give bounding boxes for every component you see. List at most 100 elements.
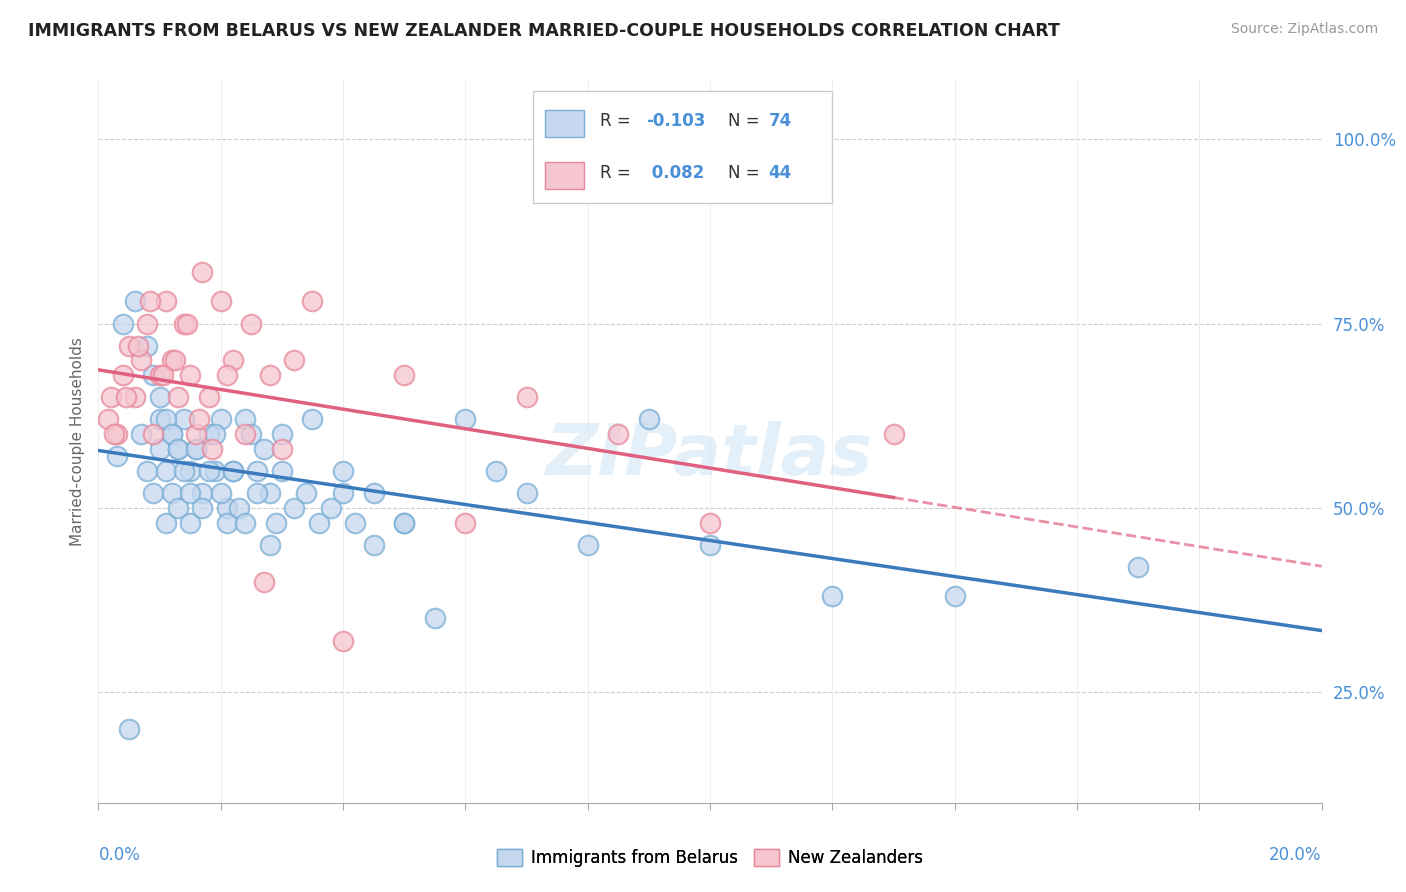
Point <box>197 390 219 404</box>
Point <box>155 516 177 530</box>
Point <box>179 516 201 530</box>
Point <box>118 722 141 736</box>
Text: 0.0%: 0.0% <box>98 847 141 864</box>
Point <box>191 500 214 515</box>
Point <box>252 574 274 589</box>
Point <box>454 516 477 530</box>
Point <box>1128 560 1150 574</box>
Point <box>124 390 146 404</box>
Point <box>485 464 508 478</box>
Point <box>127 339 149 353</box>
Point <box>332 633 354 648</box>
Point <box>167 500 190 515</box>
Point <box>454 412 477 426</box>
Point <box>943 590 966 604</box>
Point <box>186 442 208 456</box>
Point <box>142 427 165 442</box>
Point <box>176 317 198 331</box>
Point <box>283 353 305 368</box>
Point <box>607 427 630 442</box>
Point <box>149 390 172 404</box>
Point <box>160 353 183 368</box>
Point <box>240 317 263 331</box>
Point <box>111 368 134 383</box>
Point <box>136 464 159 478</box>
Point <box>295 486 318 500</box>
Point <box>308 516 330 530</box>
Point <box>363 486 385 500</box>
Point <box>332 486 354 500</box>
Point <box>246 464 269 478</box>
Y-axis label: Married-couple Households: Married-couple Households <box>69 337 84 546</box>
Point <box>233 412 256 426</box>
Point <box>188 412 211 426</box>
Point <box>167 442 190 456</box>
Point <box>173 412 195 426</box>
Point <box>233 516 256 530</box>
Point <box>259 486 281 500</box>
Point <box>129 353 152 368</box>
Point <box>160 427 183 442</box>
Text: 0.082: 0.082 <box>647 164 704 183</box>
Point <box>240 427 263 442</box>
Point <box>136 317 159 331</box>
Text: ZIPatlas: ZIPatlas <box>547 422 873 491</box>
Point <box>97 412 120 426</box>
Point <box>160 486 183 500</box>
Point <box>118 339 141 353</box>
Point <box>423 611 446 625</box>
Point <box>516 390 538 404</box>
Text: R =: R = <box>600 164 636 183</box>
Point <box>155 294 177 309</box>
Text: 44: 44 <box>769 164 792 183</box>
Text: N =: N = <box>728 112 765 130</box>
Point <box>167 390 190 404</box>
Point <box>209 294 232 309</box>
Point <box>204 427 226 442</box>
Point <box>204 464 226 478</box>
Point <box>173 464 195 478</box>
Point <box>233 427 256 442</box>
Point <box>103 427 125 442</box>
Text: N =: N = <box>728 164 765 183</box>
Point <box>100 390 122 404</box>
Point <box>136 339 159 353</box>
Point <box>259 538 281 552</box>
Point <box>142 486 165 500</box>
Point <box>363 538 385 552</box>
Point <box>215 516 238 530</box>
Point <box>149 412 172 426</box>
Point <box>270 442 292 456</box>
Point <box>246 486 269 500</box>
Point <box>186 427 208 442</box>
Text: R =: R = <box>600 112 636 130</box>
Point <box>252 442 274 456</box>
Point <box>576 538 599 552</box>
Point <box>124 294 146 309</box>
Point <box>155 464 177 478</box>
Point <box>179 486 201 500</box>
Point <box>699 538 721 552</box>
Point <box>215 500 238 515</box>
Point <box>149 368 172 383</box>
Text: -0.103: -0.103 <box>647 112 706 130</box>
Point <box>332 464 354 478</box>
Point <box>186 442 208 456</box>
Text: 20.0%: 20.0% <box>1270 847 1322 864</box>
FancyBboxPatch shape <box>533 91 832 203</box>
Point <box>191 265 214 279</box>
Point <box>222 464 245 478</box>
Point <box>129 427 152 442</box>
Point <box>883 427 905 442</box>
Legend: Immigrants from Belarus, New Zealanders: Immigrants from Belarus, New Zealanders <box>491 842 929 874</box>
Point <box>155 412 177 426</box>
Point <box>179 368 201 383</box>
Point <box>222 353 245 368</box>
Text: IMMIGRANTS FROM BELARUS VS NEW ZEALANDER MARRIED-COUPLE HOUSEHOLDS CORRELATION C: IMMIGRANTS FROM BELARUS VS NEW ZEALANDER… <box>28 22 1060 40</box>
Point <box>209 486 232 500</box>
Point <box>301 294 323 309</box>
Point <box>392 516 416 530</box>
Point <box>319 500 342 515</box>
Point <box>115 390 138 404</box>
Text: Source: ZipAtlas.com: Source: ZipAtlas.com <box>1230 22 1378 37</box>
